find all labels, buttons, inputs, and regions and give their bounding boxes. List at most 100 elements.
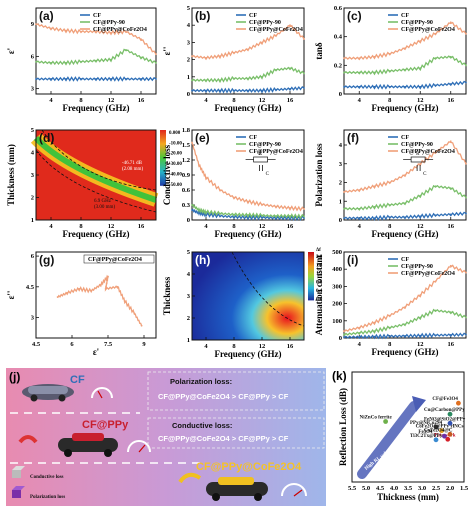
data-point-b [289, 67, 291, 70]
trend-arrowhead [412, 396, 426, 412]
x-tick-label: 5.0 [362, 485, 370, 492]
panel-e: (e) 4 8 12 16 0 0.3 0.6 0.9 1.2 1.5 1.8 Frequency (G… [162, 127, 305, 239]
series-line-a [35, 76, 157, 82]
data-point-e [247, 214, 249, 216]
y-tick-label: 1 [187, 74, 190, 81]
data-point-a [65, 78, 67, 80]
series-line-c [343, 80, 467, 90]
data-point-c [434, 32, 437, 35]
plot-frame-f [343, 129, 467, 221]
data-point-f [343, 190, 345, 193]
y-tick-label: 4.5 [26, 284, 35, 291]
y-tick-label: 500 [332, 249, 342, 256]
y-axis-label-e: Conductive loss [162, 144, 172, 205]
x-tick-label: 9 [142, 341, 146, 348]
colorbar-tick-d: -20.00 [169, 152, 182, 157]
colorbar-tick-h: 0.4 [316, 289, 323, 294]
cofe-car-icon [206, 477, 268, 501]
data-point-g [133, 312, 136, 315]
colorbar-tick-d: -30.00 [169, 162, 182, 167]
data-point-g [78, 287, 81, 290]
data-point-a [155, 53, 157, 56]
data-point-f [419, 162, 422, 165]
y-axis-label-h: Thickness [162, 276, 172, 315]
colorbar-tick-h: 0.0 [316, 297, 323, 302]
data-point-i [388, 326, 391, 329]
legend-entry-i: CF [401, 257, 409, 263]
legend-box-g [83, 254, 155, 264]
data-point-f [388, 204, 391, 206]
y-tick-label: 1.8 [182, 127, 191, 134]
data-point-i [404, 323, 406, 326]
y-tick-label: 4 [187, 271, 191, 278]
data-point-c [404, 85, 406, 88]
data-point-e [247, 200, 249, 203]
data-point-e [275, 205, 277, 208]
y-tick-label: 0 [339, 91, 342, 98]
y-tick-label: 200 [332, 301, 342, 308]
data-point-c [358, 71, 361, 74]
data-point-f [434, 214, 437, 217]
data-point-i [404, 306, 406, 308]
data-point-g [140, 324, 143, 327]
data-point-i [449, 264, 452, 267]
y-tick-label: 3 [31, 172, 35, 179]
data-point-i [373, 330, 376, 333]
data-point-c [419, 67, 422, 70]
y-tick-label: 3 [31, 315, 35, 322]
annotation-d: -46.71 dB [122, 161, 143, 166]
data-point-f [465, 162, 467, 165]
data-point-b [303, 72, 305, 75]
y-tick-label: 0.9 [182, 172, 191, 179]
data-point-g [99, 283, 102, 286]
data-point-f [449, 187, 452, 190]
colorbar-tick-h: 2.0 [316, 255, 323, 260]
data-point-f [465, 196, 467, 199]
x-tick-label: 12 [417, 97, 424, 104]
x-tick-label: 5.5 [348, 485, 357, 492]
data-point-b [303, 38, 305, 40]
data-point-e [205, 211, 207, 213]
cfppy-car-icon [58, 433, 118, 457]
data-point-c [358, 85, 361, 88]
data-point-e [303, 208, 305, 210]
resistor-icon [253, 156, 268, 163]
data-point-e [275, 215, 277, 217]
legend-entry-b: CF [249, 13, 257, 19]
data-point-c [434, 84, 437, 87]
colorbar-tick-d: -10.00 [169, 141, 182, 146]
data-point-b [191, 55, 193, 58]
data-point-g [123, 300, 126, 303]
data-point-c [465, 81, 467, 84]
conductive-loss-cube-icon [12, 466, 25, 478]
y-tick-label: 1.2 [182, 157, 190, 164]
x-tick-label: 16 [138, 223, 145, 230]
y-tick-label: 100 [332, 318, 342, 325]
conductive-title: Conductive loss: [172, 421, 232, 430]
scatter-point-label: Cu@Carbon@PPy [424, 408, 465, 413]
data-point-i [465, 333, 467, 336]
x-tick-label: 12 [259, 223, 266, 230]
legend-entry-f: CF@PPy-90 [401, 142, 433, 148]
data-point-i [343, 336, 345, 339]
data-point-a [125, 30, 127, 33]
data-point-b [261, 75, 263, 78]
data-point-e [219, 212, 221, 215]
data-point-b [233, 51, 235, 54]
data-point-i [358, 336, 361, 338]
data-point-b [275, 34, 277, 37]
x-tick-label: 8 [388, 97, 392, 104]
panel-label-i: (i) [347, 253, 358, 267]
data-point-a [110, 58, 112, 61]
panel-label-c: (c) [347, 9, 362, 23]
panel-label-g: (g) [39, 253, 54, 267]
series-line-b [191, 66, 305, 84]
panel-label-h: (h) [195, 253, 210, 267]
data-point-a [65, 29, 67, 32]
data-point-b [205, 56, 207, 59]
panel-j-label: (j) [9, 370, 20, 384]
x-tick-label: 6 [70, 341, 74, 348]
series-line-g [57, 274, 143, 326]
series-line-e [191, 142, 305, 212]
x-axis-label-h: Frequency (GHz) [214, 349, 281, 359]
